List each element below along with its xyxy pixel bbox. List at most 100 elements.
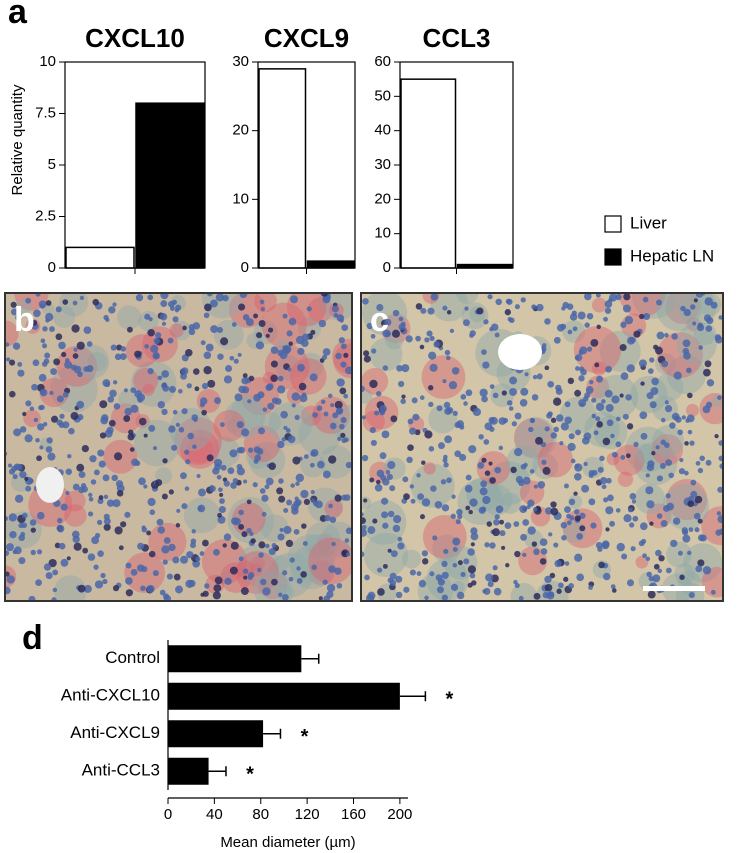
nucleus — [464, 306, 469, 311]
nucleus — [596, 421, 603, 428]
nucleus — [520, 387, 529, 396]
nucleus — [705, 459, 712, 466]
nucleus — [108, 306, 116, 314]
nucleus — [611, 451, 618, 458]
nucleus — [411, 397, 418, 404]
nucleus — [155, 332, 162, 339]
nucleus — [77, 584, 86, 593]
nucleus — [25, 297, 32, 304]
nucleus — [218, 487, 223, 493]
chart-title: CCL3 — [423, 23, 491, 53]
nucleus — [36, 423, 45, 431]
stain-patch — [625, 426, 671, 473]
nucleus — [717, 515, 723, 524]
stain-patch — [236, 544, 280, 587]
nucleus — [97, 550, 104, 557]
nucleus — [223, 375, 233, 384]
nucleus — [18, 557, 26, 565]
legend-swatch — [604, 248, 622, 266]
nucleus — [553, 542, 559, 548]
nucleus — [12, 474, 18, 480]
nucleus — [535, 436, 543, 445]
nucleus — [630, 546, 636, 552]
nucleus — [216, 326, 224, 334]
nucleus — [580, 368, 587, 376]
nucleus — [5, 543, 14, 552]
nucleus — [387, 460, 396, 470]
nucleus — [514, 582, 520, 589]
nucleus — [297, 363, 305, 372]
nucleus — [482, 495, 491, 505]
nucleus — [265, 477, 274, 486]
nucleus — [115, 480, 124, 488]
nucleus — [8, 463, 13, 468]
nucleus — [39, 303, 45, 309]
nucleus — [604, 307, 612, 314]
nucleus — [620, 321, 627, 328]
nucleus — [481, 457, 487, 463]
nucleus — [156, 518, 164, 526]
nucleus — [42, 326, 48, 332]
y-tick-label: 30 — [374, 156, 391, 173]
nucleus — [480, 506, 487, 513]
stain-patch — [592, 361, 607, 376]
nucleus — [665, 459, 673, 466]
nucleus — [258, 541, 266, 549]
nucleus — [560, 422, 569, 431]
stain-patch — [169, 323, 184, 338]
stain-patch — [361, 388, 373, 404]
nucleus — [339, 387, 347, 395]
nucleus — [222, 543, 227, 548]
stain-patch — [618, 293, 666, 318]
nucleus — [647, 368, 654, 374]
nucleus — [73, 542, 82, 551]
nucleus — [300, 571, 307, 578]
nucleus — [568, 433, 575, 440]
nucleus — [50, 415, 59, 423]
nucleus — [172, 316, 179, 323]
nucleus — [50, 368, 58, 376]
nucleus — [688, 527, 694, 533]
nucleus — [242, 373, 248, 378]
nucleus — [697, 559, 705, 567]
nucleus — [306, 306, 312, 312]
nucleus — [24, 434, 33, 443]
nucleus — [395, 575, 403, 583]
nucleus — [642, 553, 647, 559]
nucleus — [446, 477, 452, 484]
nucleus — [224, 577, 232, 585]
nucleus — [59, 413, 65, 419]
nucleus — [623, 293, 631, 301]
nucleus — [28, 478, 34, 484]
nucleus — [195, 556, 201, 562]
nucleus — [268, 548, 276, 556]
nucleus — [198, 488, 206, 497]
nucleus — [62, 391, 69, 398]
nucleus — [294, 496, 299, 501]
panel-label: a — [8, 0, 28, 31]
nucleus — [38, 373, 47, 382]
stain-patch — [332, 338, 352, 374]
nucleus — [696, 323, 705, 332]
nucleus — [591, 413, 596, 419]
bar — [168, 645, 302, 673]
nucleus — [549, 572, 556, 579]
nucleus — [103, 494, 109, 500]
nucleus — [428, 351, 437, 360]
nucleus — [483, 439, 490, 445]
stain-patch — [298, 412, 342, 456]
nucleus — [146, 530, 152, 536]
nucleus — [564, 561, 570, 566]
nucleus — [703, 368, 711, 377]
nucleus — [194, 386, 200, 392]
nucleus — [203, 312, 210, 319]
nucleus — [217, 353, 224, 360]
nucleus — [392, 309, 400, 317]
stain-patch — [363, 532, 409, 578]
nucleus — [116, 490, 124, 497]
nucleus — [476, 307, 484, 315]
nucleus — [323, 411, 329, 417]
nucleus — [544, 426, 550, 432]
nucleus — [646, 500, 655, 509]
nucleus — [601, 484, 607, 490]
